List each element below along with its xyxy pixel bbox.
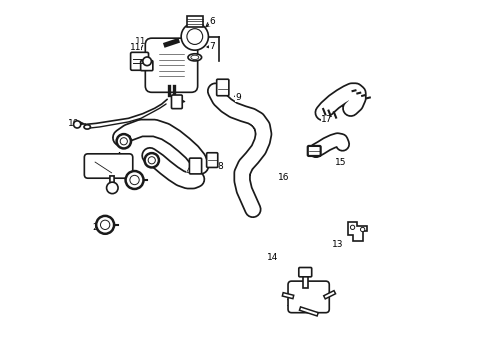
Text: 1: 1 [84, 163, 89, 172]
Circle shape [120, 138, 127, 145]
Text: 12: 12 [286, 299, 297, 308]
Circle shape [143, 57, 151, 66]
Circle shape [117, 134, 131, 148]
Ellipse shape [188, 54, 201, 61]
Ellipse shape [191, 55, 199, 59]
FancyBboxPatch shape [217, 79, 229, 96]
Text: 14: 14 [267, 253, 279, 262]
Text: 13: 13 [332, 240, 343, 249]
Text: 4: 4 [116, 152, 122, 161]
Text: 10: 10 [68, 119, 79, 128]
Circle shape [100, 220, 110, 229]
Circle shape [74, 121, 81, 128]
Text: 15: 15 [335, 158, 347, 167]
Circle shape [181, 23, 208, 50]
FancyBboxPatch shape [172, 95, 182, 109]
FancyBboxPatch shape [146, 38, 197, 92]
Text: 4: 4 [186, 167, 191, 176]
Circle shape [130, 175, 139, 185]
Polygon shape [348, 222, 367, 241]
Text: 2: 2 [128, 176, 134, 185]
Circle shape [187, 29, 203, 44]
Ellipse shape [84, 125, 91, 129]
Text: 16: 16 [278, 173, 290, 182]
FancyBboxPatch shape [299, 267, 312, 277]
Text: 5: 5 [176, 96, 181, 105]
Text: 6: 6 [209, 17, 215, 26]
Text: 9: 9 [235, 93, 241, 102]
FancyBboxPatch shape [84, 154, 133, 178]
Circle shape [125, 171, 144, 189]
Circle shape [350, 225, 355, 229]
Text: 11: 11 [130, 43, 142, 52]
FancyBboxPatch shape [207, 153, 218, 167]
Text: 11: 11 [135, 36, 147, 45]
FancyBboxPatch shape [288, 281, 329, 313]
Circle shape [96, 216, 114, 234]
Circle shape [145, 153, 159, 167]
Circle shape [361, 227, 365, 231]
Bar [187, 17, 203, 27]
Text: 3: 3 [125, 135, 131, 144]
FancyBboxPatch shape [131, 52, 148, 70]
Text: 2: 2 [92, 223, 98, 232]
Text: 7: 7 [209, 42, 215, 51]
Text: 17: 17 [321, 115, 333, 124]
Circle shape [107, 182, 118, 194]
FancyBboxPatch shape [190, 158, 201, 174]
Circle shape [148, 157, 155, 164]
FancyBboxPatch shape [141, 60, 153, 71]
FancyBboxPatch shape [308, 146, 320, 156]
Text: 8: 8 [217, 162, 223, 171]
